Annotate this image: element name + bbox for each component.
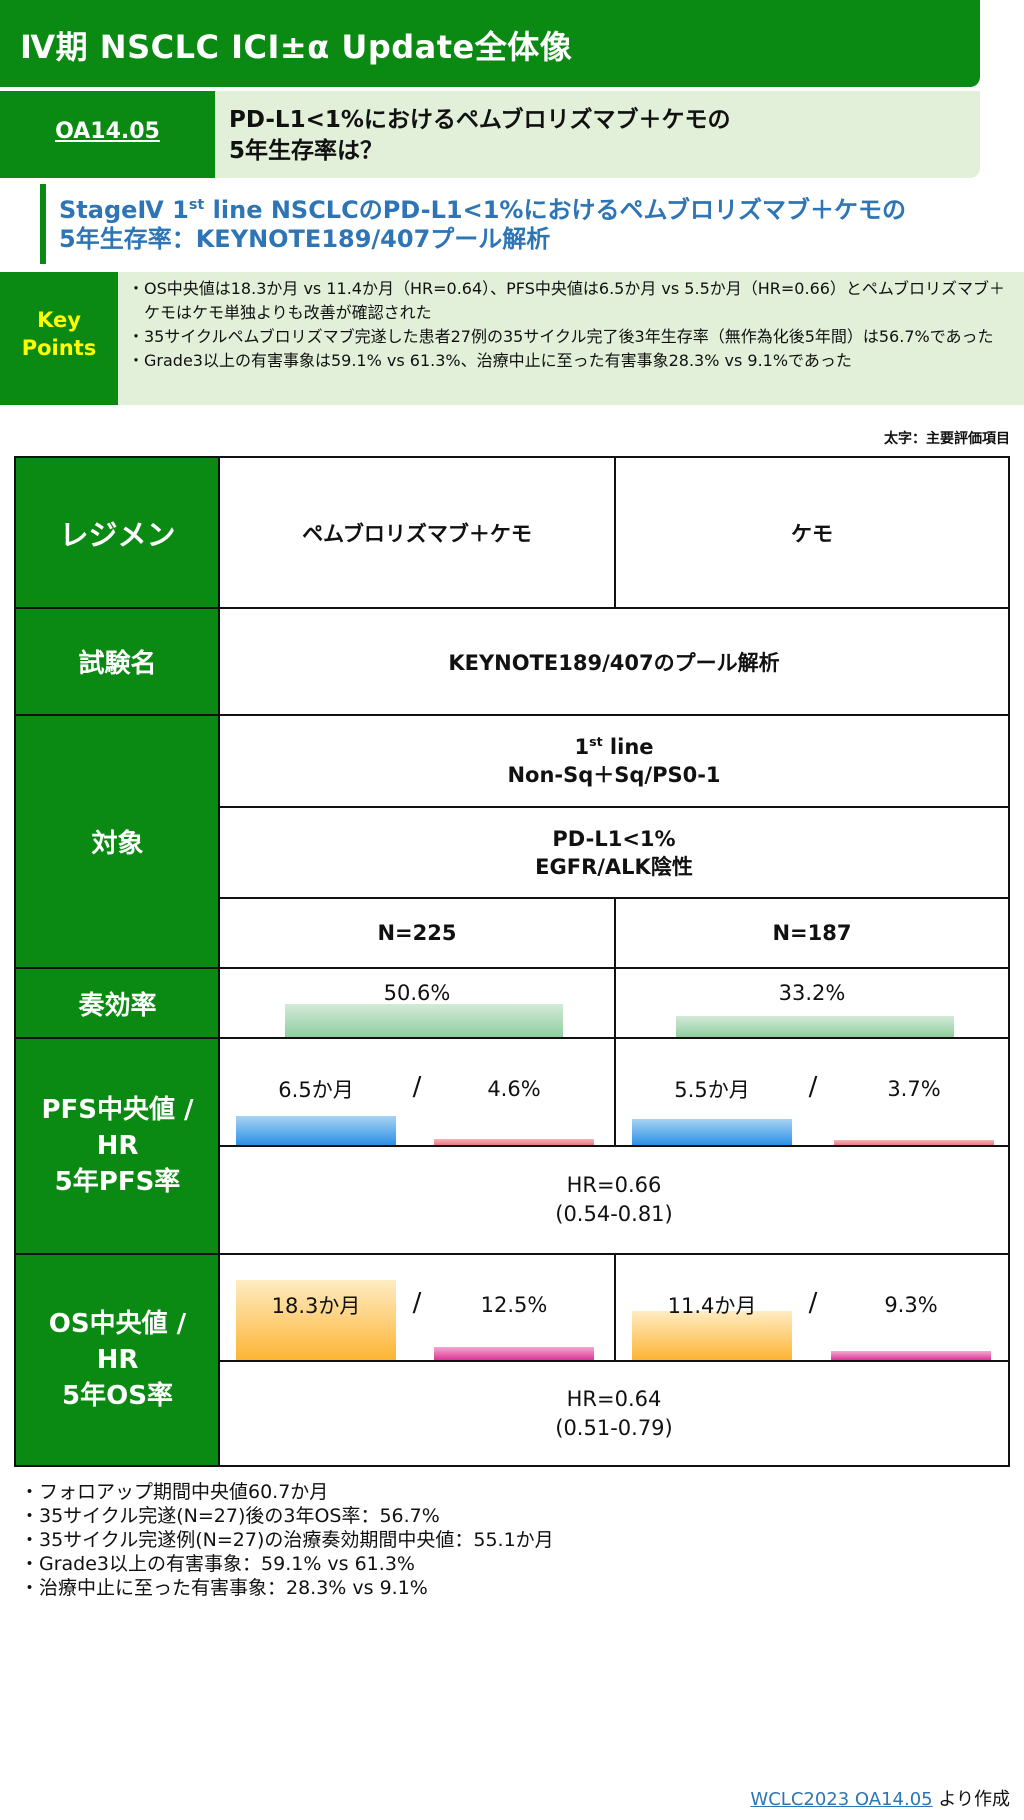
- os-hazard-ratio: HR=0.64 (0.51-0.79): [555, 1386, 673, 1440]
- orr-value-arm-a: 50.6%: [383, 981, 451, 1005]
- row-divider: [16, 967, 1008, 969]
- pfs-median-bar-arm-a: [236, 1116, 396, 1145]
- row-divider: [219, 1360, 1008, 1362]
- page-title: Ⅳ期 NSCLC ICI±α Update全体像: [20, 28, 573, 66]
- pfs-rate-arm-a: 4.6%: [487, 1077, 541, 1101]
- column-divider: [614, 1254, 616, 1361]
- key-points-label: Key Points: [0, 272, 118, 405]
- os-slash-arm-b: /: [808, 1288, 818, 1318]
- row-divider: [16, 1253, 1008, 1255]
- footnote-item: ・フォロアップ期間中央値60.7か月: [20, 1481, 329, 1503]
- n-arm-b: N=187: [772, 921, 852, 945]
- footnote-item: ・治療中止に至った有害事象：28.3% vs 9.1%: [20, 1577, 428, 1599]
- subtitle-line2: 5年生存率：KEYNOTE189/407プール解析: [59, 225, 551, 253]
- footnote-item: ・35サイクル完遂例(N=27)の治療奏効期間中央値：55.1か月: [20, 1529, 554, 1551]
- os-rate-arm-a: 12.5%: [480, 1293, 548, 1317]
- key-point-item: ・Grade3以上の有害事象は59.1% vs 61.3%、治療中止に至った有害…: [128, 351, 852, 370]
- row-divider: [16, 607, 1008, 609]
- os-median-arm-a: 18.3か月: [271, 1294, 361, 1318]
- row-divider: [219, 806, 1008, 808]
- trial-name: KEYNOTE189/407のプール解析: [448, 650, 780, 675]
- subtitle-line1-pre: StageⅣ 1: [59, 196, 189, 224]
- pfs-median-bar-arm-b: [632, 1119, 792, 1145]
- pfs-rate-bar-arm-a: [434, 1139, 594, 1145]
- footnotes: ・フォロアップ期間中央値60.7か月 ・35サイクル完遂(N=27)後の3年OS…: [20, 1480, 554, 1600]
- row-divider: [16, 1037, 1008, 1039]
- orr-bar-arm-a: [285, 1004, 563, 1037]
- bold-legend-note: 太字：主要評価項目: [884, 431, 1010, 447]
- subtitle-line1-post: line NSCLCのPD-L1<1%におけるペムブロリズマブ＋ケモの: [204, 196, 907, 224]
- source-credit: WCLC2023 OA14.05 より作成: [750, 1785, 1010, 1811]
- column-divider: [614, 898, 616, 1146]
- pfs-median-arm-a: 6.5か月: [278, 1078, 354, 1102]
- row-divider: [219, 1145, 1008, 1147]
- pfs-rate-arm-b: 3.7%: [887, 1077, 941, 1101]
- key-point-item: ・OS中央値は18.3か月 vs 11.4か月（HR=0.64）、PFS中央値は…: [128, 279, 1005, 322]
- comparison-table: レジメン 試験名 対象 奏効率 PFS中央値 / HR 5年PFS率 OS中央値…: [14, 456, 1010, 1467]
- pfs-slash-arm-b: /: [808, 1072, 818, 1102]
- arm-a-name: ペムブロリズマブ＋ケモ: [302, 521, 532, 546]
- header-banner: Ⅳ期 NSCLC ICI±α Update全体像: [0, 0, 980, 87]
- orr-bar-arm-b: [676, 1016, 954, 1037]
- row-label-os: OS中央値 / HR 5年OS率: [16, 1254, 219, 1465]
- pfs-hazard-ratio: HR=0.66 (0.54-0.81): [555, 1173, 673, 1226]
- footnote-item: ・Grade3以上の有害事象：59.1% vs 61.3%: [20, 1553, 415, 1575]
- question-box: PD-L1<1%におけるペムブロリズマブ＋ケモの 5年生存率は？: [215, 91, 980, 178]
- row-label-target: 対象: [16, 715, 219, 968]
- pfs-slash-arm-a: /: [412, 1072, 422, 1102]
- source-link[interactable]: WCLC2023 OA14.05: [750, 1789, 933, 1810]
- question-line-1: PD-L1<1%におけるペムブロリズマブ＋ケモの: [229, 107, 731, 133]
- subtitle: StageⅣ 1st line NSCLCのPD-L1<1%におけるペムブロリズ…: [59, 196, 906, 254]
- abstract-id-box: OA14.05: [0, 91, 215, 178]
- abstract-id-link[interactable]: OA14.05: [55, 119, 160, 144]
- target-line-pre: 1: [574, 735, 590, 759]
- target-line-post: line: [602, 735, 654, 759]
- source-suffix: より作成: [932, 1789, 1010, 1810]
- row-label-pfs: PFS中央値 / HR 5年PFS率: [16, 1038, 219, 1254]
- column-divider: [218, 458, 220, 1465]
- key-point-item: ・35サイクルペムブロリズマブ完遂した患者27例の35サイクル完了後3年生存率（…: [128, 327, 994, 346]
- subtitle-line1-sup: st: [188, 197, 205, 213]
- orr-value-arm-b: 33.2%: [778, 981, 846, 1005]
- target-line-2: Non-Sq＋Sq/PS0-1: [507, 763, 721, 787]
- os-median-arm-b: 11.4か月: [667, 1294, 757, 1318]
- pfs-median-arm-b: 5.5か月: [674, 1078, 750, 1102]
- question-line-2: 5年生存率は？: [229, 138, 384, 164]
- os-median-bar-arm-b: [632, 1311, 792, 1360]
- target-line-sup: st: [589, 734, 603, 749]
- os-rate-bar-arm-b: [831, 1351, 991, 1360]
- row-divider: [219, 897, 1008, 899]
- column-divider: [614, 458, 616, 608]
- subtitle-accent-bar: [40, 184, 46, 264]
- row-divider: [16, 714, 1008, 716]
- key-points-list: ・OS中央値は18.3か月 vs 11.4か月（HR=0.64）、PFS中央値は…: [118, 272, 1024, 405]
- n-arm-a: N=225: [377, 921, 457, 945]
- os-median-bar-arm-a: [236, 1280, 396, 1360]
- os-rate-arm-b: 9.3%: [884, 1293, 938, 1317]
- target-line-setting: 1st line Non-Sq＋Sq/PS0-1: [220, 716, 1008, 806]
- target-line-1: 1st line: [574, 733, 653, 761]
- os-slash-arm-a: /: [412, 1288, 422, 1318]
- pfs-rate-bar-arm-b: [834, 1140, 994, 1145]
- row-label-orr: 奏効率: [16, 968, 219, 1038]
- arm-b-name: ケモ: [791, 521, 833, 546]
- row-label-trial: 試験名: [16, 608, 219, 715]
- footnote-item: ・35サイクル完遂(N=27)後の3年OS率：56.7%: [20, 1505, 440, 1527]
- row-label-regimen: レジメン: [16, 458, 219, 608]
- target-pdl1: PD-L1<1% EGFR/ALK陰性: [535, 826, 693, 879]
- os-rate-bar-arm-a: [434, 1347, 594, 1360]
